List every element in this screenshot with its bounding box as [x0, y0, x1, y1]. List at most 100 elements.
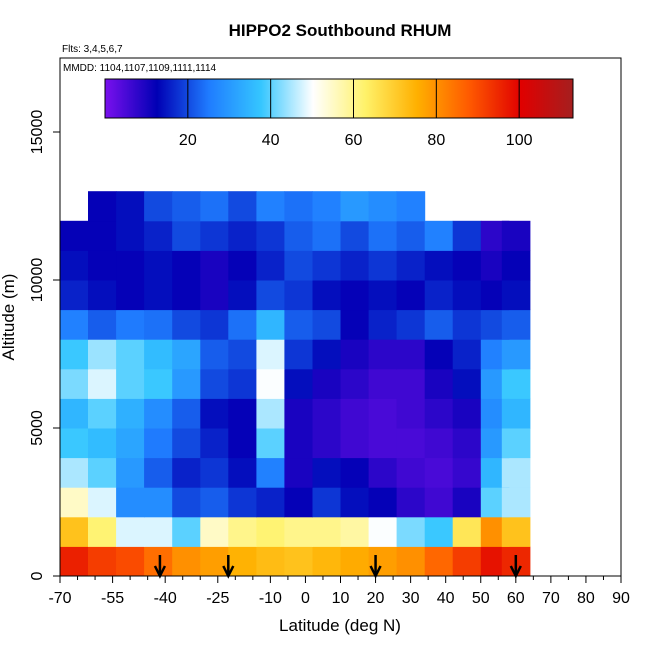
heatmap-cell [284, 457, 313, 488]
heatmap-cell [452, 280, 482, 311]
heatmap-cell [116, 280, 145, 311]
heatmap-cell [256, 457, 285, 488]
heatmap-cell [228, 546, 257, 577]
heatmap-cell [256, 368, 285, 399]
heatmap-cell [228, 487, 257, 518]
heatmap-cell [88, 309, 117, 340]
heatmap-cell [340, 487, 370, 518]
heatmap-cell [501, 428, 531, 459]
heatmap-cell [172, 428, 201, 459]
heatmap-cell [284, 516, 313, 547]
heatmap-cell [228, 220, 257, 251]
heatmap-cell [60, 339, 89, 370]
dates-label: MMDD: 1104,1107,1109,1111,1114 [63, 63, 217, 74]
heatmap-cell [396, 368, 426, 399]
y-axis-label: Altitude (m) [0, 274, 18, 361]
heatmap-cell [228, 457, 257, 488]
heatmap-cell [200, 309, 229, 340]
heatmap-cell [144, 191, 173, 222]
heatmap-cell [60, 368, 89, 399]
colorbar-tick-label: 80 [427, 132, 445, 149]
heatmap-cell [60, 398, 89, 429]
heatmap-cell [144, 398, 173, 429]
heatmap-cell [256, 428, 285, 459]
heatmap-cell [424, 250, 454, 281]
heatmap-cell [284, 339, 313, 370]
heatmap-cell [172, 250, 201, 281]
heatmap-cell [501, 250, 531, 281]
heatmap-cell [501, 516, 531, 547]
heatmap-cell [284, 368, 313, 399]
heatmap-cell [424, 220, 454, 251]
y-tick-label: 10000 [29, 258, 46, 303]
heatmap-cell [368, 309, 398, 340]
x-tick-label: 40 [437, 590, 455, 607]
x-tick-label: 10 [332, 590, 350, 607]
heatmap-cell [256, 339, 285, 370]
heatmap-cell [340, 250, 370, 281]
y-axis: 0 5000 10000 15000 [29, 110, 60, 580]
heatmap-cell [200, 428, 229, 459]
heatmap-cell [172, 457, 201, 488]
heatmap-cell [88, 516, 117, 547]
heatmap-cell [88, 368, 117, 399]
heatmap-cell [501, 487, 531, 518]
heatmap-cell [284, 220, 313, 251]
x-tick-label: 50 [472, 590, 490, 607]
heatmap-cell [60, 280, 89, 311]
y-tick-label: 15000 [29, 110, 46, 155]
heatmap-cell [200, 457, 229, 488]
x-tick-label: 20 [367, 590, 385, 607]
heatmap-cell [452, 368, 482, 399]
heatmap-cell [256, 398, 285, 429]
heatmap-cell [312, 368, 341, 399]
heatmap-cell [256, 220, 285, 251]
heatmap-cell [172, 191, 201, 222]
heatmap-cell [424, 428, 454, 459]
heatmap-cell [340, 191, 370, 222]
colorbar-tick-label: 20 [179, 132, 197, 149]
heatmap-cell [396, 428, 426, 459]
heatmap-cell [368, 487, 398, 518]
heatmap-cell [396, 220, 426, 251]
heatmap-cell [144, 487, 173, 518]
heatmap-cell [396, 546, 426, 577]
heatmap-cell [284, 546, 313, 577]
heatmap-cell [88, 280, 117, 311]
heatmap-cell [256, 250, 285, 281]
heatmap-cell [256, 309, 285, 340]
x-tick-label: 0 [301, 590, 310, 607]
colorbar-tick-label: 60 [345, 132, 363, 149]
heatmap-cell [60, 516, 89, 547]
heatmap-cell [284, 191, 313, 222]
heatmap-cell [340, 368, 370, 399]
heatmap-cell [396, 250, 426, 281]
heatmap-cell [340, 398, 370, 429]
heatmap-cell [312, 309, 341, 340]
heatmap-cell [340, 309, 370, 340]
heatmap-cell [116, 191, 145, 222]
heatmap-cell [424, 398, 454, 429]
heatmap-cell [200, 487, 229, 518]
heatmap-cell [116, 398, 145, 429]
heatmap-cell [228, 339, 257, 370]
heatmap-cell [228, 250, 257, 281]
heatmap-cell [452, 309, 482, 340]
heatmap-cell [424, 368, 454, 399]
x-tick-label: 90 [612, 590, 630, 607]
heatmap-cell [452, 457, 482, 488]
heatmap-cell [312, 457, 341, 488]
heatmap-cell [368, 220, 398, 251]
x-tick-label: -10 [259, 590, 282, 607]
colorbar-ramp [104, 78, 574, 119]
heatmap-cell [144, 339, 173, 370]
heatmap-cell [144, 280, 173, 311]
heatmap-cell [116, 220, 145, 251]
heatmap-cell [312, 487, 341, 518]
heatmap-cell [340, 516, 370, 547]
heatmap-cell [284, 309, 313, 340]
heatmap-cell [368, 191, 398, 222]
heatmap-cell [368, 368, 398, 399]
heatmap-cell [284, 428, 313, 459]
heatmap-cell [228, 191, 257, 222]
